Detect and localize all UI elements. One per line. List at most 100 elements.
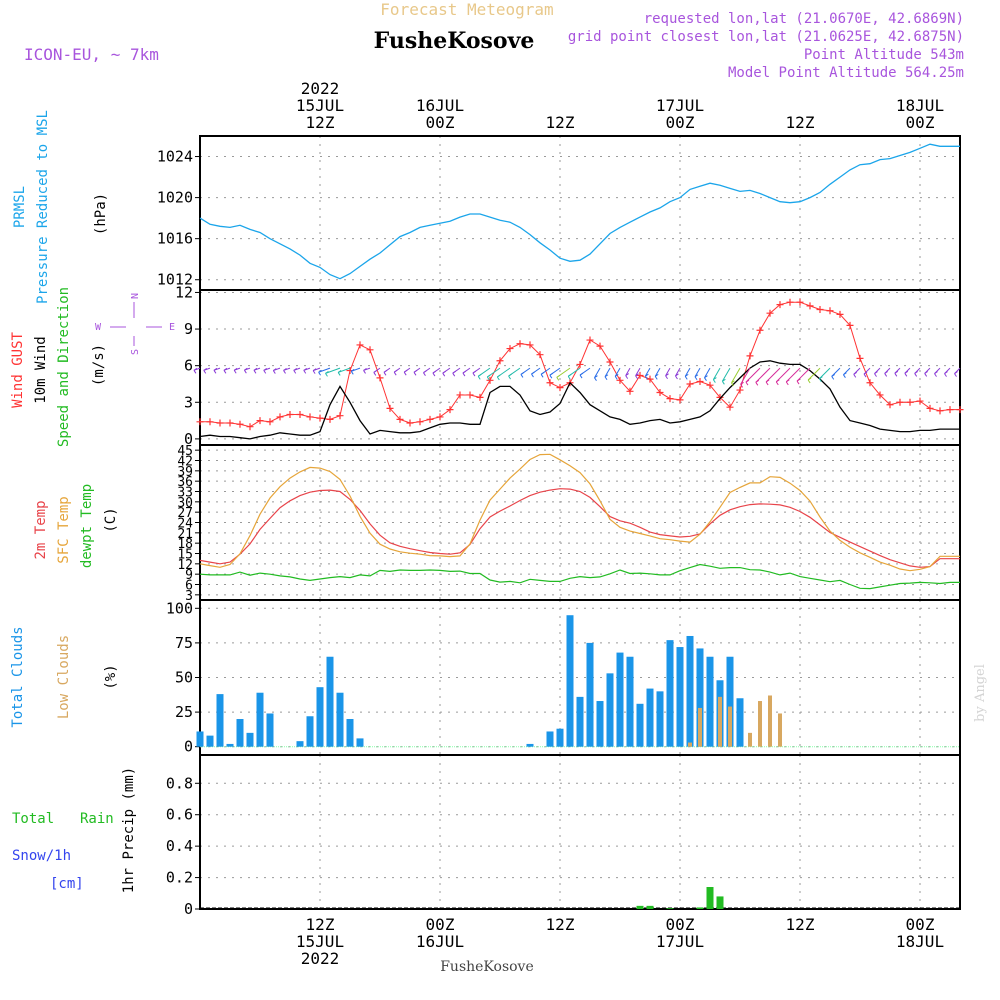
cloud-bars bbox=[196, 615, 960, 748]
bottom-time-label: 17JUL bbox=[656, 932, 704, 951]
gust-point bbox=[606, 358, 614, 366]
ytick-label: 1024 bbox=[157, 148, 193, 166]
gust-point bbox=[706, 381, 714, 389]
temp-ylabel-3: dewpt Temp bbox=[79, 484, 95, 568]
ytick-label: 0.8 bbox=[166, 774, 193, 792]
total-cloud-bar bbox=[726, 656, 734, 747]
wind-arrowhead bbox=[193, 367, 198, 374]
bottom-time-label: 12Z bbox=[786, 915, 815, 934]
ytick-label: 100 bbox=[166, 599, 193, 617]
bottom-time-label: 12Z bbox=[546, 915, 575, 934]
gust-point bbox=[846, 321, 854, 329]
model-altitude: Model Point Altitude 564.25m bbox=[728, 65, 964, 81]
wind-arrowhead bbox=[755, 379, 760, 386]
gust-point bbox=[546, 379, 554, 387]
precip-total-label: Total bbox=[12, 811, 54, 827]
panel-precip: 0 0.2 0.4 0.6 0.8 bbox=[166, 754, 961, 918]
total-cloud-bar bbox=[706, 656, 714, 747]
ytick-label: 9 bbox=[184, 320, 193, 338]
wind-arrowhead bbox=[243, 367, 248, 374]
low-cloud-bar bbox=[688, 742, 692, 747]
gust-point bbox=[316, 414, 324, 422]
compass-w: W bbox=[95, 322, 102, 333]
top-label: Forecast Meteogram bbox=[380, 0, 553, 19]
ytick-label: 0.6 bbox=[166, 806, 193, 824]
wind-ylabel-3: Speed and Direction bbox=[56, 287, 72, 447]
ytick-label: 24 bbox=[177, 517, 193, 532]
top-time-label: 12Z bbox=[306, 113, 335, 132]
cloud-ylabel-3: (%) bbox=[103, 664, 119, 689]
wind-arrow bbox=[684, 367, 691, 377]
wind-arrow bbox=[644, 367, 651, 377]
wind-arrowhead bbox=[884, 371, 888, 377]
wind-arrowhead bbox=[233, 367, 238, 374]
rain-bar bbox=[646, 905, 654, 909]
gust-point bbox=[716, 393, 724, 401]
wind-arrowhead bbox=[325, 370, 329, 377]
wind-arrow bbox=[325, 367, 341, 374]
rain-bar bbox=[666, 908, 674, 909]
ytick-label: 42 bbox=[177, 455, 193, 470]
wind-arrowhead bbox=[531, 371, 535, 378]
wind-arrowhead bbox=[684, 373, 689, 380]
precip-ylabels: Total Rain Snow/1h [cm] 1hr Precip (mm) bbox=[12, 767, 137, 893]
wind-arrowhead bbox=[556, 374, 561, 381]
low-cloud-bar bbox=[728, 706, 732, 747]
ytick-label: 15 bbox=[177, 548, 193, 563]
wind-arrow bbox=[704, 367, 711, 378]
wind-arrowhead bbox=[293, 367, 298, 374]
total-cloud-bar bbox=[226, 743, 234, 747]
wind-arrowhead bbox=[383, 369, 388, 376]
gust-point bbox=[766, 309, 774, 317]
wind-arrowhead bbox=[796, 378, 801, 385]
gust-point bbox=[556, 384, 564, 392]
total-cloud-bar bbox=[316, 687, 324, 747]
total-cloud-bar bbox=[326, 656, 334, 747]
ytick-label: 18 bbox=[177, 537, 193, 552]
ytick-label: 30 bbox=[177, 496, 193, 511]
wind-ylabel-2: 10m Wind bbox=[33, 336, 49, 403]
wind-arrowhead bbox=[704, 375, 708, 381]
top-time-label: 00Z bbox=[666, 113, 695, 132]
ytick-label: 12 bbox=[175, 283, 193, 301]
temp-ylabel-2: SFC Temp bbox=[56, 496, 72, 563]
ytick-label: 3 bbox=[184, 393, 193, 411]
gust-point bbox=[596, 342, 604, 350]
gust-point bbox=[376, 374, 384, 382]
gust-point bbox=[826, 307, 834, 315]
location-title: FusheKosove bbox=[374, 28, 535, 54]
top-time-label: 18JUL bbox=[896, 96, 944, 115]
temp-ylabel-4: (C) bbox=[103, 507, 119, 532]
gust-markers bbox=[196, 298, 964, 431]
ytick-label: 12 bbox=[177, 558, 193, 573]
grid-point-lonlat: grid point closest lon,lat (21.0625E, 42… bbox=[568, 29, 964, 45]
wind-arrow bbox=[731, 367, 741, 384]
rain-bar bbox=[716, 896, 724, 909]
wind-arrowhead bbox=[442, 370, 447, 377]
wind-arrow bbox=[740, 367, 751, 385]
wind-arrow bbox=[654, 367, 661, 377]
wind-arrowhead bbox=[894, 370, 899, 377]
ytick-label: 0 bbox=[184, 738, 193, 756]
low-cloud-bar bbox=[748, 732, 752, 747]
gust-point bbox=[456, 391, 464, 399]
cloud-ylabels: Total Clouds Low Clouds (%) bbox=[10, 626, 119, 727]
total-cloud-bar bbox=[656, 691, 664, 747]
gust-point bbox=[526, 341, 534, 349]
total-cloud-bar bbox=[616, 652, 624, 747]
low-cloud-bar bbox=[758, 701, 762, 747]
gust-point bbox=[946, 406, 954, 414]
bottom-time-label: 12Z bbox=[306, 915, 335, 934]
pressure-ylabel-2: Pressure Reduced to MSL bbox=[35, 110, 51, 304]
top-time-label: 00Z bbox=[426, 113, 455, 132]
gust-point bbox=[256, 417, 264, 425]
gust-point bbox=[266, 418, 274, 426]
wind-arrowhead bbox=[477, 373, 482, 380]
total-cloud-bar bbox=[266, 713, 274, 747]
wind-arrowhead bbox=[863, 371, 868, 378]
gust-point bbox=[906, 398, 914, 406]
